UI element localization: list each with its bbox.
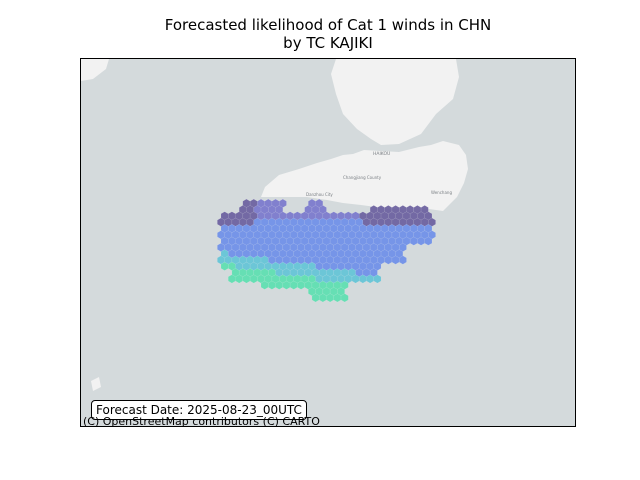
probability-hex-cell <box>220 261 229 271</box>
probability-hex-cell <box>417 236 425 246</box>
place-label-haikou: HAIKOU <box>373 151 390 157</box>
probability-hex-cell <box>424 236 433 246</box>
land-mainland-north <box>331 59 459 145</box>
probability-hex-cell <box>399 255 407 265</box>
probability-hex-cell <box>326 293 334 303</box>
probability-hex-cell <box>242 274 251 284</box>
probability-hex-cell <box>249 274 258 284</box>
probability-hex-cell <box>228 274 236 284</box>
probability-hexbin-layer <box>217 198 436 303</box>
land-hainan-island <box>261 141 468 211</box>
place-label-changjiang: Changjiang County <box>343 175 382 180</box>
probability-hex-cell <box>333 293 342 303</box>
forecast-date-label: Forecast Date: 2025-08-23_00UTC <box>91 400 307 420</box>
probability-hex-cell <box>351 274 360 284</box>
map-panel: HAIKOU Changjiang County Danzhou City We… <box>80 58 576 427</box>
probability-hex-cell <box>311 293 320 303</box>
probability-hex-cell <box>366 274 374 284</box>
probability-hex-cell <box>340 293 349 303</box>
probability-hex-cell <box>260 280 269 290</box>
probability-hex-cell <box>359 274 367 284</box>
probability-hex-cell <box>373 274 382 284</box>
land-bottom-left-islet <box>91 377 101 391</box>
probability-hex-cell <box>319 293 327 303</box>
map-title: Forecasted likelihood of Cat 1 winds in … <box>0 16 640 52</box>
probability-hex-cell <box>275 280 284 290</box>
basemap: HAIKOU Changjiang County Danzhou City We… <box>81 59 468 391</box>
probability-hex-cell <box>235 274 244 284</box>
probability-hex-cell <box>282 280 291 290</box>
probability-hex-cell <box>289 280 298 290</box>
land-northwest-corner <box>81 59 109 81</box>
land-northeast-islet <box>399 59 426 74</box>
probability-hex-cell <box>384 255 393 265</box>
probability-hex-cell <box>391 255 400 265</box>
place-label-danzhou: Danzhou City <box>306 192 333 197</box>
title-line-2: by TC KAJIKI <box>283 34 373 52</box>
probability-hex-cell <box>268 280 276 290</box>
map-attribution: (C) OpenStreetMap contributors (C) CARTO <box>83 415 320 428</box>
place-label-wenchang: Wenchang <box>431 190 452 195</box>
probability-hex-cell <box>409 236 418 246</box>
title-line-1: Forecasted likelihood of Cat 1 winds in … <box>164 16 492 34</box>
probability-hex-cell <box>297 280 305 290</box>
